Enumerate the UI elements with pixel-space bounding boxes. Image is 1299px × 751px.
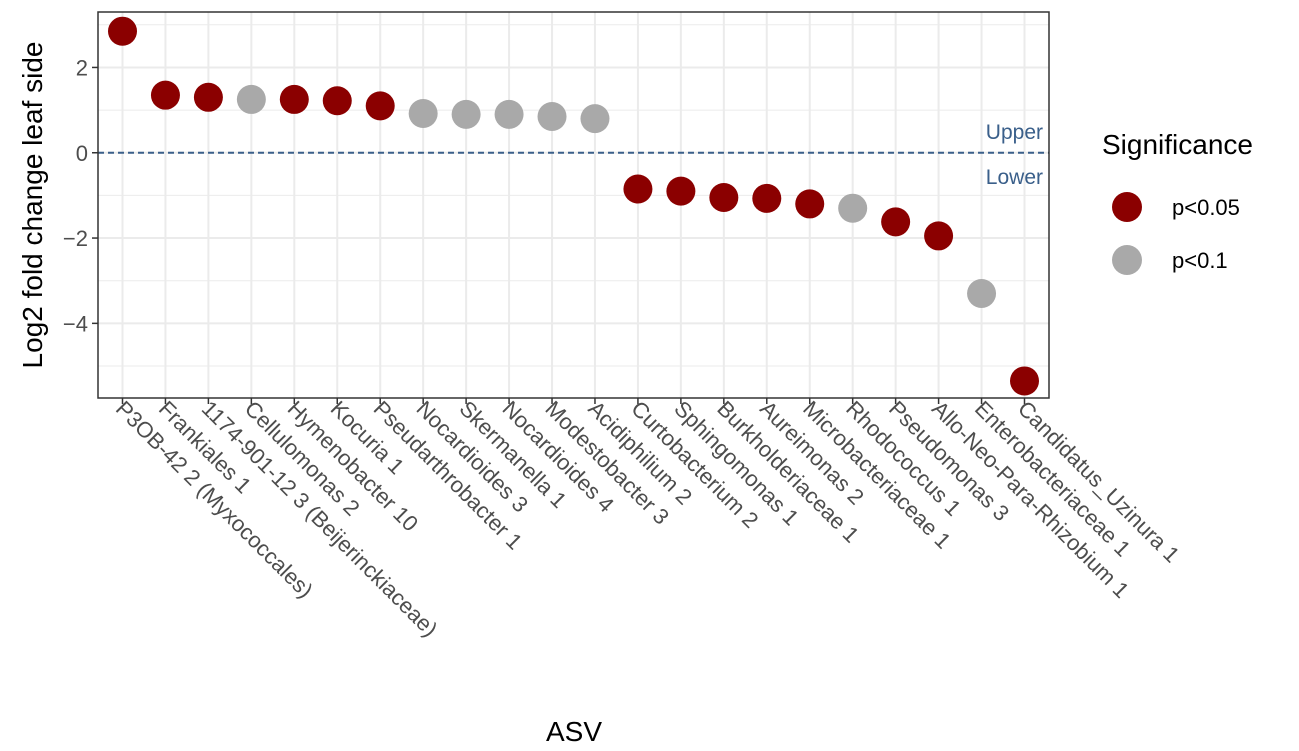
x-axis-label: ASV xyxy=(546,716,602,746)
data-point xyxy=(236,84,266,114)
legend-title: Significance xyxy=(1102,129,1253,160)
legend-label-p01: p<0.1 xyxy=(1172,248,1228,273)
data-point xyxy=(752,183,782,213)
data-point xyxy=(881,207,911,237)
legend-swatch-p01 xyxy=(1112,245,1142,275)
legend-label-p005: p<0.05 xyxy=(1172,195,1240,220)
legend: Significance p<0.05 p<0.1 xyxy=(1102,129,1253,275)
data-point xyxy=(623,174,653,204)
grid xyxy=(98,12,1049,398)
data-point xyxy=(924,221,954,251)
data-point xyxy=(795,189,825,219)
data-point xyxy=(408,99,438,129)
data-point xyxy=(451,99,481,129)
data-point xyxy=(150,80,180,110)
y-tick-label: 0 xyxy=(76,141,88,166)
y-tick-label: −4 xyxy=(63,311,88,336)
data-point xyxy=(494,99,524,129)
data-points xyxy=(108,16,1039,396)
y-axis-label: Log2 fold change leaf side xyxy=(17,42,48,369)
panel-border xyxy=(97,11,1050,399)
y-tick-label: 2 xyxy=(76,55,88,80)
data-point xyxy=(193,82,223,112)
data-point xyxy=(108,16,137,46)
upper-label: Upper xyxy=(986,121,1043,144)
reference-line-group: Upper Lower xyxy=(98,121,1049,189)
data-point xyxy=(709,183,739,213)
data-point xyxy=(537,101,567,131)
y-axis: 2 0 −2 −4 xyxy=(63,55,98,336)
data-point xyxy=(580,104,610,134)
y-tick-label: −2 xyxy=(63,226,88,251)
data-point xyxy=(838,193,868,223)
plot-panel xyxy=(98,12,1049,398)
data-point xyxy=(666,176,696,206)
data-point xyxy=(279,84,309,114)
legend-swatch-p005 xyxy=(1112,192,1142,222)
data-point xyxy=(967,279,997,309)
data-point xyxy=(322,86,352,116)
data-point xyxy=(365,91,395,121)
lower-label: Lower xyxy=(986,166,1043,189)
x-axis: P3OB-42 2 (Myxococcales)Frankiales 11174… xyxy=(111,396,1185,642)
data-point xyxy=(1010,366,1039,396)
